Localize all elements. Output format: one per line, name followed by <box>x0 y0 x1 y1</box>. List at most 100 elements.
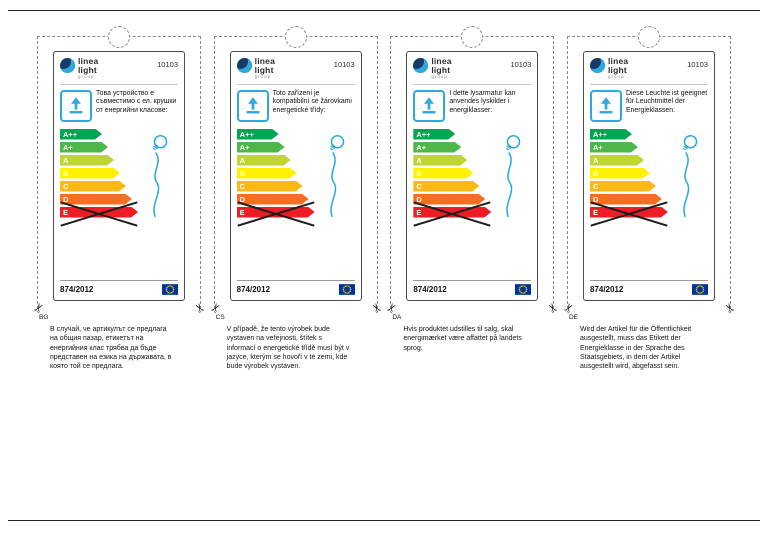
scissors-icon: ✂ <box>367 300 385 316</box>
instruction-note: V případě, že tento výrobek bude vystave… <box>226 326 350 371</box>
logo-word-linea: linea <box>254 56 276 66</box>
scissors-icon: ✂ <box>207 300 225 316</box>
eu-flag-icon <box>692 284 708 295</box>
product-code: 10103 <box>687 60 708 69</box>
logo-word-group: group <box>78 74 95 79</box>
cut-here-row: ✂ ✂ <box>207 300 385 316</box>
compatibility-text: Това устройство е съвместимо с ел. крушк… <box>96 89 177 115</box>
linealight-logo: linea light group <box>78 57 98 80</box>
regulation-number: 874/2012 <box>413 285 447 294</box>
product-code: 10103 <box>510 60 532 69</box>
label-tag-da: linea light group 10103 I dette lysarmat… <box>383 26 561 371</box>
linealight-logo-icon <box>236 58 252 73</box>
language-code: CS <box>215 314 225 321</box>
energy-class-arrow: B <box>60 168 120 179</box>
energy-label-card: linea light group 10103 I dette lysarmat… <box>406 51 539 301</box>
energy-class-arrow: A++ <box>60 129 102 140</box>
instruction-note: Hvis produktet udstilles til salg, skal … <box>403 326 522 352</box>
label-tag-bg: linea light group 10103 Това устройство … <box>30 26 208 371</box>
instruction-note: В случай, че артикулът се предлага на об… <box>50 326 172 371</box>
energy-class-arrow: A+ <box>413 142 461 153</box>
eu-flag-icon <box>515 284 531 295</box>
cut-here-row: ✂ ✂ <box>30 300 207 316</box>
linealight-logo: linea light group <box>431 57 451 80</box>
bulb-bracket-icon <box>317 131 351 228</box>
energy-class-arrow: A <box>590 155 644 166</box>
energy-class-arrow: B <box>237 168 297 179</box>
energy-class-arrow: D <box>237 194 309 205</box>
instruction-note: Wird der Artikel für die Öffentlichkeit … <box>579 326 692 371</box>
linealight-logo: linea light group <box>255 57 275 80</box>
card-header: linea light group 10103 <box>60 57 178 85</box>
hang-hole <box>284 26 307 48</box>
energy-class-arrows: A++ A+ A B C D E <box>590 129 668 228</box>
energy-class-arrow: A++ <box>413 129 455 140</box>
product-code: 10103 <box>333 60 355 69</box>
logo-word-linea: linea <box>607 56 629 66</box>
scissors-icon: ✂ <box>383 300 401 316</box>
page-bottom-rule <box>8 520 760 521</box>
energy-class-arrow: A+ <box>237 142 285 153</box>
cut-outline: linea light group 10103 Diese Leuchte is… <box>566 26 731 309</box>
crossed-out-mark <box>60 202 138 226</box>
logo-word-group: group <box>254 74 272 79</box>
card-footer: 874/2012 <box>236 280 355 295</box>
energy-class-arrow: B <box>413 168 473 179</box>
energy-scale: A++ A+ A B C D E <box>590 129 708 228</box>
energy-scale: A++ A+ A B C D E <box>413 129 531 228</box>
energy-class-arrow: A++ <box>237 129 279 140</box>
energy-class-arrow: D <box>60 194 132 205</box>
card-header: linea light group 10103 <box>413 57 532 85</box>
energy-class-arrow: A+ <box>590 142 638 153</box>
linealight-logo-icon <box>413 58 429 73</box>
energy-class-arrow: C <box>237 181 303 192</box>
compatibility-row: Това устройство е съвместимо с ел. крушк… <box>60 89 178 122</box>
energy-class-arrow: D <box>590 194 662 205</box>
energy-label-card: linea light group 10103 Diese Leuchte is… <box>582 51 715 301</box>
energy-class-arrows: A++ A+ A B C D E <box>237 129 315 228</box>
regulation-number: 874/2012 <box>60 285 94 294</box>
energy-label-card: linea light group 10103 Toto zařízení je… <box>229 51 362 301</box>
regulation-number: 874/2012 <box>589 285 624 294</box>
linealight-logo-icon <box>60 58 75 73</box>
hang-hole <box>108 26 130 48</box>
bulb-bracket-icon <box>493 131 527 228</box>
logo-word-linea: linea <box>431 56 452 66</box>
crossed-out-mark <box>237 202 315 226</box>
cut-here-row: ✂ ✂ <box>560 300 738 316</box>
energy-class-arrow: A <box>413 155 467 166</box>
compatibility-row: Diese Leuchte ist geeignet für Leuchtmit… <box>589 89 708 122</box>
luminaire-icon <box>589 89 622 122</box>
product-code: 10103 <box>157 60 178 69</box>
logo-word-linea: linea <box>78 56 99 66</box>
linealight-logo-icon <box>589 58 605 73</box>
scissors-icon: ✂ <box>543 300 561 316</box>
scissors-icon: ✂ <box>720 300 738 316</box>
energy-class-arrows: A++ A+ A B C D E <box>413 129 491 228</box>
card-header: linea light group 10103 <box>589 57 708 85</box>
cut-outline: linea light group 10103 Това устройство … <box>37 26 201 309</box>
energy-scale: A++ A+ A B C D E <box>60 129 178 228</box>
logo-word-light: light <box>254 64 274 75</box>
compatibility-text: Diese Leuchte ist geeignet für Leuchtmit… <box>625 89 708 115</box>
energy-class-arrow: B <box>590 168 650 179</box>
eu-flag-icon <box>339 284 355 295</box>
bulb-bracket-icon <box>670 131 704 228</box>
luminaire-icon <box>236 89 269 122</box>
compatibility-text: I dette lysarmatur kan anvendes lyskilde… <box>449 89 516 115</box>
energy-label-card: linea light group 10103 Това устройство … <box>53 51 185 301</box>
card-header: linea light group 10103 <box>236 57 355 85</box>
linealight-logo: linea light group <box>608 57 628 80</box>
logo-word-group: group <box>607 74 625 79</box>
hang-hole <box>461 26 484 48</box>
label-sheet: linea light group 10103 Това устройство … <box>30 26 738 371</box>
page-top-rule <box>8 10 760 11</box>
label-tag-de: linea light group 10103 Diese Leuchte is… <box>560 26 738 371</box>
card-footer: 874/2012 <box>589 280 708 295</box>
energy-class-arrow: C <box>60 181 126 192</box>
crossed-out-mark <box>413 202 491 226</box>
regulation-number: 874/2012 <box>236 285 271 294</box>
compatibility-row: I dette lysarmatur kan anvendes lyskilde… <box>413 89 531 122</box>
eu-flag-icon <box>162 284 178 295</box>
energy-class-arrow: C <box>590 181 656 192</box>
